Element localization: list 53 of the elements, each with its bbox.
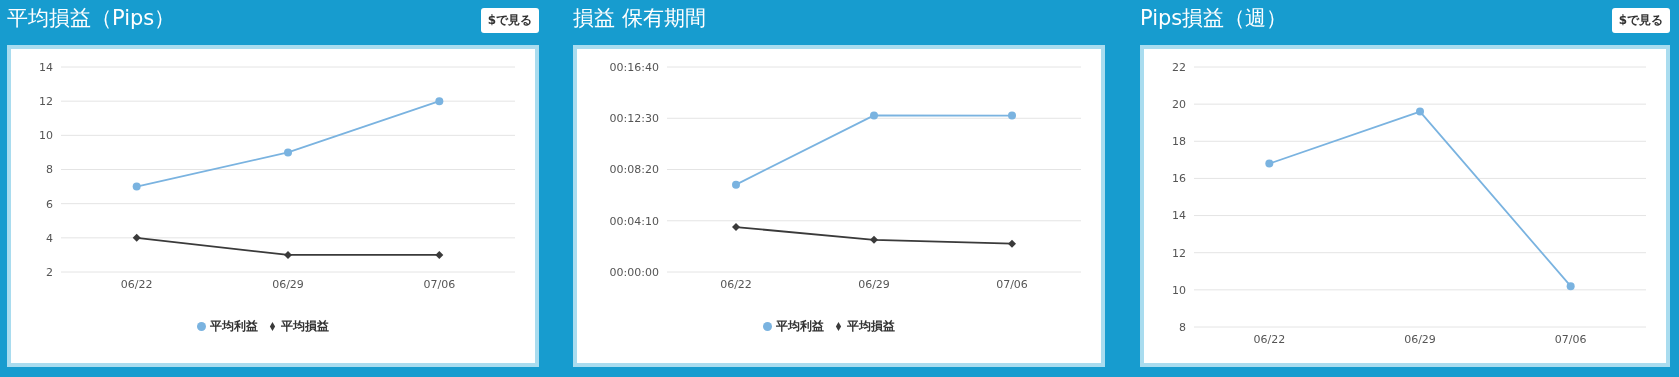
y-tick-label: 14 [39, 60, 53, 74]
legend-label: 平均損益 [847, 319, 895, 333]
y-tick-label: 12 [1172, 246, 1186, 260]
y-tick-label: 00:08:20 [609, 163, 659, 177]
y-tick-label: 10 [39, 129, 53, 143]
y-tick-label: 12 [39, 95, 53, 109]
x-tick-label: 07/06 [1554, 332, 1587, 346]
y-tick-label: 4 [46, 231, 53, 245]
y-tick-label: 6 [46, 197, 53, 211]
text: $で見る [480, 8, 539, 33]
point [1416, 107, 1424, 116]
x-tick-label: 07/06 [423, 277, 456, 291]
point [1008, 111, 1016, 120]
point [284, 148, 292, 157]
y-tick-label: 2 [46, 265, 53, 279]
y-tick-label: 00:00:00 [609, 265, 659, 279]
x-tick-label: 06/22 [1253, 332, 1286, 346]
chart-title: 平均損益（Pips） [7, 5, 176, 32]
y-tick-label: 20 [1172, 98, 1186, 112]
y-tick-label: 18 [1172, 135, 1186, 149]
x-tick-label: 06/29 [272, 277, 304, 291]
y-tick-label: 8 [46, 163, 53, 177]
point [132, 233, 141, 242]
x-tick-label: 06/29 [858, 277, 890, 291]
point [870, 235, 878, 244]
y-tick-label: 00:16:40 [609, 60, 659, 74]
x-tick-label: 07/06 [996, 277, 1028, 291]
y-tick-label: 8 [1179, 320, 1186, 334]
point [1265, 159, 1274, 168]
y-tick-label: 14 [1172, 209, 1186, 223]
y-tick-label: 00:04:10 [609, 214, 659, 228]
point [870, 111, 878, 120]
y-tick-label: 10 [1172, 283, 1186, 297]
point [435, 250, 444, 259]
y-tick-label: 16 [1172, 172, 1186, 186]
y-tick-label: 22 [1172, 60, 1186, 74]
y-tick-label: 00:12:30 [609, 112, 659, 126]
chart-title: 損益 保有期間 [573, 5, 706, 32]
text: $で見る [1611, 8, 1670, 33]
point [1008, 239, 1016, 248]
point [732, 223, 740, 232]
point [435, 97, 444, 106]
x-tick-label: 06/22 [720, 277, 752, 291]
point [132, 182, 141, 191]
x-tick-label: 06/22 [120, 277, 153, 291]
point [284, 250, 292, 259]
legend-label: 平均利益 [210, 319, 258, 333]
x-tick-label: 06/29 [1404, 332, 1436, 346]
point [732, 180, 740, 189]
chart-title: Pips損益（週） [1140, 5, 1288, 32]
legend-label: 平均損益 [281, 319, 329, 333]
point [1566, 282, 1575, 291]
legend-label: 平均利益 [776, 319, 824, 333]
